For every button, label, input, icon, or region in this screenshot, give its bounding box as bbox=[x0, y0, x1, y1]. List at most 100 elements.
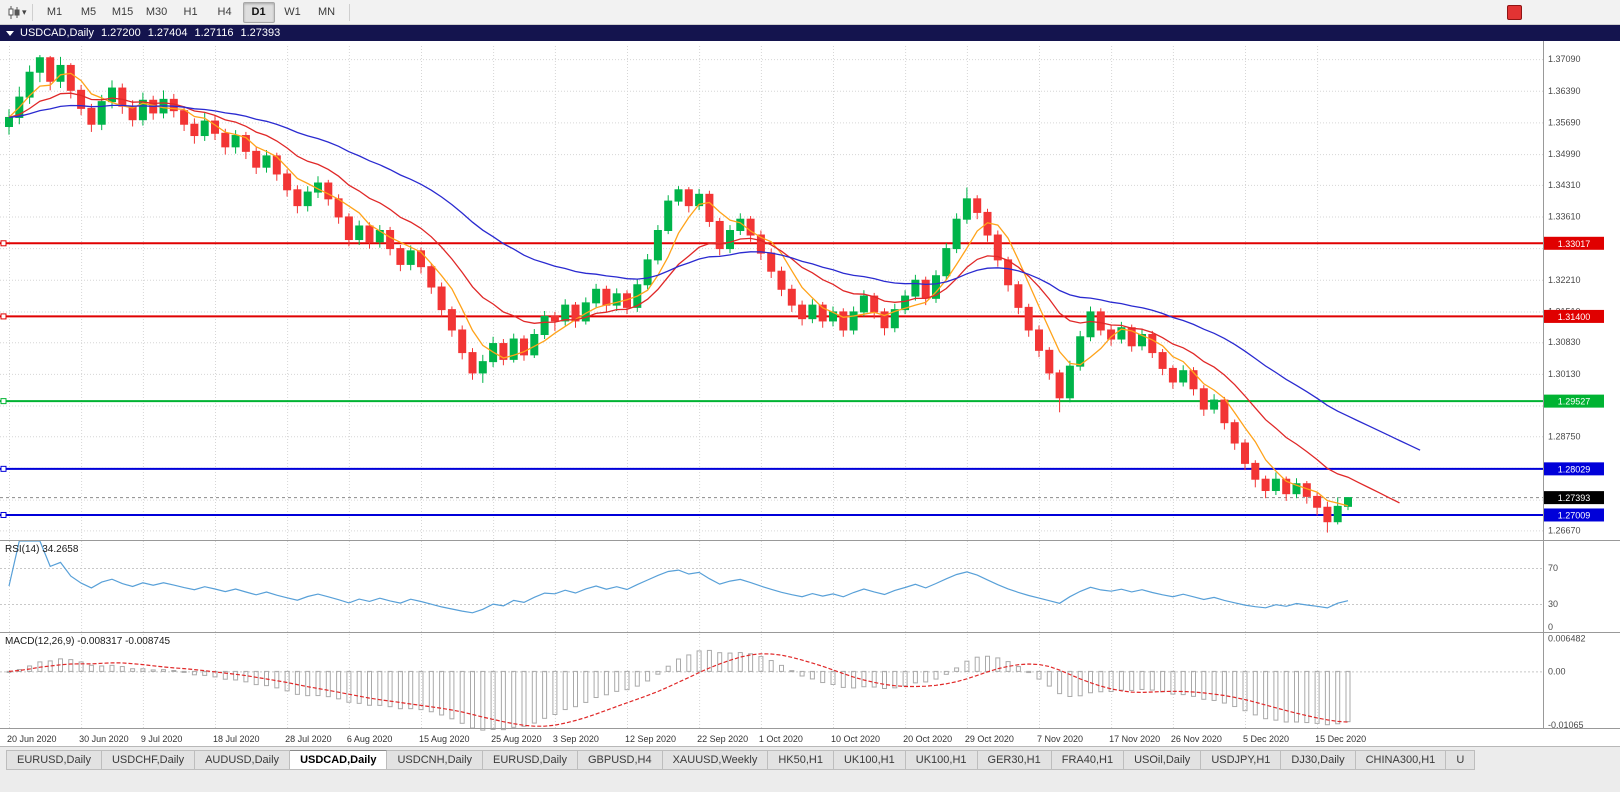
candle-body bbox=[612, 293, 621, 306]
date-axis-label: 17 Nov 2020 bbox=[1109, 734, 1160, 744]
candle-body bbox=[942, 248, 951, 277]
chart-tab-dj30-daily[interactable]: DJ30,Daily bbox=[1281, 750, 1356, 770]
chart-tab-gbpusd-h4[interactable]: GBPUSD,H4 bbox=[578, 750, 663, 770]
candle-body bbox=[880, 311, 889, 329]
chart-tab-ger30-h1[interactable]: GER30,H1 bbox=[977, 750, 1052, 770]
triangle-down-icon bbox=[6, 30, 14, 36]
candle-body bbox=[756, 234, 765, 254]
price-axis-label: 1.36390 bbox=[1548, 86, 1581, 96]
macd-histogram-bar bbox=[305, 670, 311, 697]
chart-area[interactable]: RSI(14) 34.2658 MACD(12,26,9) -0.008317 -… bbox=[0, 41, 1620, 746]
line-handle[interactable] bbox=[0, 398, 7, 405]
candle-body bbox=[386, 230, 395, 250]
candle-body bbox=[1333, 505, 1342, 523]
candle-body bbox=[550, 315, 559, 322]
line-handle[interactable] bbox=[0, 511, 7, 518]
line-handle[interactable] bbox=[0, 313, 7, 320]
macd-histogram-bar bbox=[748, 653, 754, 672]
candle-body bbox=[901, 295, 910, 311]
moving-average-34 bbox=[8, 104, 1421, 451]
candle-body bbox=[962, 198, 971, 220]
macd-histogram-bar bbox=[861, 670, 867, 688]
candle-body bbox=[1282, 478, 1291, 495]
chart-tab-usoil-daily[interactable]: USOil,Daily bbox=[1124, 750, 1202, 770]
macd-histogram-bar bbox=[603, 670, 609, 696]
timeframe-button-m30[interactable]: M30 bbox=[145, 6, 168, 18]
timeframe-button-mn[interactable]: MN bbox=[317, 6, 336, 18]
macd-histogram-bar bbox=[367, 670, 372, 706]
line-handle[interactable] bbox=[0, 465, 7, 472]
chart-tab-eurusd-daily[interactable]: EURUSD,Daily bbox=[6, 750, 102, 770]
macd-histogram-bar bbox=[1324, 670, 1330, 726]
macd-histogram-bar bbox=[397, 670, 403, 710]
macd-histogram-bar bbox=[315, 670, 321, 697]
macd-histogram-bar bbox=[1191, 670, 1196, 697]
price-axis-label: 1.35690 bbox=[1548, 117, 1581, 127]
candle-body bbox=[1076, 336, 1085, 367]
candle-body bbox=[715, 220, 724, 250]
timeframe-button-d1[interactable]: D1 bbox=[242, 1, 275, 23]
chart-tab-fra40-h1[interactable]: FRA40,H1 bbox=[1051, 750, 1125, 770]
timeframe-button-m15[interactable]: M15 bbox=[111, 6, 134, 18]
chart-tab-usdjpy-h1[interactable]: USDJPY,H1 bbox=[1201, 750, 1282, 770]
candle-body bbox=[653, 230, 662, 261]
macd-histogram-bar bbox=[737, 652, 743, 672]
line-handle[interactable] bbox=[0, 240, 7, 247]
timeframe-button-h1[interactable]: H1 bbox=[183, 6, 198, 18]
macd-histogram-bar bbox=[593, 670, 599, 699]
macd-histogram-bar bbox=[253, 670, 259, 686]
candle-body bbox=[1323, 506, 1332, 523]
chevron-down-icon[interactable]: ▾ bbox=[22, 6, 27, 17]
chart-tab-uk100-h1[interactable]: UK100,H1 bbox=[833, 750, 906, 770]
candle-body bbox=[726, 230, 734, 250]
chart-tab-audusd-daily[interactable]: AUDUSD,Daily bbox=[195, 750, 291, 770]
macd-histogram-bar bbox=[1201, 670, 1207, 700]
timeframe-button-m5[interactable]: M5 bbox=[80, 6, 97, 18]
date-axis-label: 9 Jul 2020 bbox=[141, 734, 183, 744]
timeframe-button-h4[interactable]: H4 bbox=[217, 6, 232, 18]
candle-body bbox=[190, 123, 199, 137]
candle-body bbox=[993, 234, 1002, 261]
macd-histogram-bar bbox=[1273, 670, 1279, 721]
rsi-label: RSI(14) 34.2658 bbox=[5, 544, 79, 555]
candle-body bbox=[499, 343, 508, 360]
chart-tab-uk100-h1[interactable]: UK100,H1 bbox=[905, 750, 978, 770]
macd-histogram-bar bbox=[995, 657, 1001, 672]
rsi-axis-label: 70 bbox=[1548, 563, 1558, 573]
macd-histogram-bar bbox=[140, 668, 146, 672]
candle-body bbox=[643, 259, 652, 286]
macd-histogram-bar bbox=[882, 670, 887, 690]
macd-histogram-bar bbox=[676, 658, 681, 672]
macd-histogram-bar bbox=[768, 660, 774, 672]
macd-histogram-bar bbox=[1108, 670, 1114, 693]
ohlc-low: 1.27116 bbox=[194, 27, 234, 39]
macd-histogram-bar bbox=[871, 670, 877, 688]
chart-canvas[interactable]: RSI(14) 34.2658 MACD(12,26,9) -0.008317 -… bbox=[0, 41, 1620, 746]
candle-body bbox=[66, 64, 75, 91]
chart-tab-hk50-h1[interactable]: HK50,H1 bbox=[768, 750, 834, 770]
macd-histogram-bar bbox=[130, 668, 136, 672]
chart-tab-china300-h1[interactable]: CHINA300,H1 bbox=[1355, 750, 1447, 770]
candlestick-chart-icon[interactable] bbox=[5, 3, 23, 21]
timeframe-button-m1[interactable]: M1 bbox=[46, 6, 63, 18]
hline-price-badge-label: 1.28029 bbox=[1558, 464, 1591, 474]
macd-histogram-bar bbox=[779, 664, 784, 672]
chart-tab-usdcnh-daily[interactable]: USDCNH,Daily bbox=[387, 750, 484, 770]
price-axis-label: 1.28750 bbox=[1548, 431, 1581, 441]
chart-tab-xauusd-weekly[interactable]: XAUUSD,Weekly bbox=[662, 750, 769, 770]
macd-histogram-bar bbox=[521, 670, 527, 727]
chart-tab-u[interactable]: U bbox=[1446, 750, 1476, 770]
red-square-icon[interactable] bbox=[1507, 5, 1522, 20]
macd-histogram-bar bbox=[109, 664, 115, 672]
timeframe-button-w1[interactable]: W1 bbox=[284, 6, 301, 18]
chart-tab-usdchf-daily[interactable]: USDCHF,Daily bbox=[101, 750, 196, 770]
moving-average-13 bbox=[8, 92, 1400, 504]
price-axis-label: 1.34310 bbox=[1548, 180, 1581, 190]
chart-tab-usdcad-daily[interactable]: USDCAD,Daily bbox=[290, 750, 388, 770]
chart-tab-eurusd-daily[interactable]: EURUSD,Daily bbox=[483, 750, 578, 770]
macd-histogram-bar bbox=[1294, 670, 1299, 723]
macd-histogram-bar bbox=[1283, 670, 1289, 723]
date-axis-label: 5 Dec 2020 bbox=[1243, 734, 1289, 744]
macd-histogram-bar bbox=[562, 670, 568, 711]
candle-body bbox=[77, 89, 86, 109]
